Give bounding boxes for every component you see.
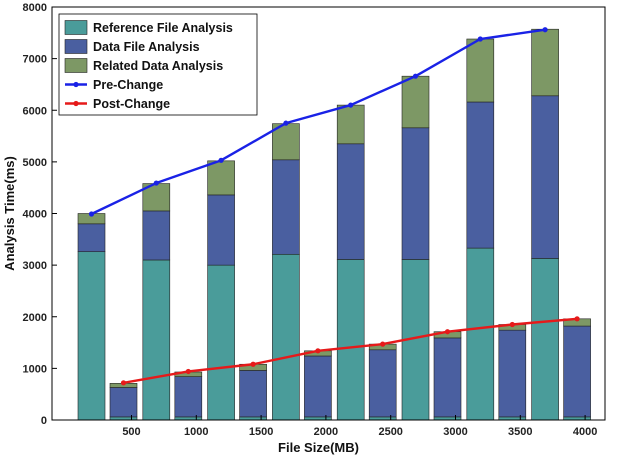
point-pre-change-7: [477, 36, 483, 42]
point-post-change-3: [250, 361, 256, 367]
legend-label: Pre-Change: [93, 78, 163, 92]
x-tick-label: 4000: [573, 426, 597, 438]
point-post-change-7: [509, 321, 515, 328]
point-pre-change-6: [412, 73, 419, 79]
bar-post-group4-series2: [304, 355, 332, 418]
bar-post-group7-series2: [498, 329, 527, 418]
point-post-change-8: [574, 316, 580, 322]
point-pre-change-3: [218, 157, 224, 163]
point-post-change-2: [185, 368, 191, 375]
point-pre-change-1: [88, 211, 95, 217]
point-post-change-5: [380, 341, 386, 347]
bar-post-group3-series2: [239, 370, 267, 418]
legend-marker-1: [73, 81, 79, 88]
legend-swatch-series3: [64, 58, 88, 73]
y-tick-label: 5000: [23, 157, 47, 169]
bar-pre-group8-series2: [531, 95, 559, 259]
point-pre-change-8: [542, 27, 548, 33]
legend-label: Post-Change: [93, 97, 170, 111]
bar-post-group6-series2: [433, 337, 462, 418]
bar-pre-group5-series2: [336, 143, 365, 260]
bar-pre-group8-series3: [531, 28, 559, 97]
x-tick-label: 3000: [443, 426, 467, 438]
y-tick-label: 0: [41, 415, 47, 427]
point-pre-change-4: [283, 120, 289, 126]
x-tick-label: 1000: [184, 426, 208, 438]
bar-pre-group3-series2: [207, 194, 235, 266]
bar-post-group1-series2: [109, 387, 138, 418]
legend-swatch-series1: [64, 20, 88, 35]
x-tick-label: 3500: [508, 426, 532, 438]
y-tick-label: 6000: [23, 105, 47, 117]
bar-pre-group7-series3: [466, 38, 495, 103]
legend-marker-2: [73, 100, 79, 107]
bar-pre-group3-series1: [207, 264, 235, 421]
bar-post-group2-series2: [174, 376, 203, 418]
bar-post-group5-series2: [368, 349, 397, 418]
x-tick-label: 2500: [378, 426, 402, 438]
bar-pre-group7-series1: [466, 247, 495, 421]
x-axis-title: File Size(MB): [278, 440, 359, 455]
bar-pre-group2-series2: [142, 210, 171, 261]
y-tick-label: 2000: [23, 312, 47, 324]
bar-pre-group4-series2: [272, 159, 300, 255]
bar-pre-group2-series1: [142, 259, 171, 421]
legend-box: [58, 13, 258, 116]
bar-pre-group4-series1: [272, 253, 300, 421]
line-pre-change: [90, 28, 546, 216]
bar-pre-group5-series1: [336, 259, 365, 421]
y-tick-label: 1000: [23, 363, 47, 375]
legend-label: Related Data Analysis: [93, 59, 223, 73]
bar-post-group8-series2: [563, 325, 591, 418]
point-post-change-1: [120, 380, 127, 386]
bar-pre-group7-series2: [466, 101, 495, 249]
y-tick-label: 4000: [23, 209, 47, 221]
point-post-change-4: [315, 348, 321, 354]
line-post-change: [123, 317, 578, 385]
bar-pre-group1-series2: [77, 223, 106, 253]
x-tick-label: 1500: [249, 426, 273, 438]
legend-label: Data File Analysis: [93, 40, 200, 54]
y-axis-title: Analysis Time(ms): [2, 156, 17, 271]
x-tick-label: 500: [122, 426, 140, 438]
bar-pre-group5-series3: [336, 104, 365, 145]
bar-pre-group6-series2: [401, 127, 430, 260]
x-tick-label: 2000: [314, 426, 338, 438]
y-tick-label: 3000: [23, 260, 47, 272]
bar-pre-group2-series3: [142, 183, 171, 212]
bar-pre-group8-series1: [531, 258, 559, 421]
legend: Reference File Analysis Data File Analysi…: [58, 13, 258, 116]
point-post-change-6: [444, 329, 451, 335]
bar-pre-group1-series1: [77, 251, 106, 421]
legend-label: Reference File Analysis: [93, 21, 233, 35]
bar-pre-group3-series3: [207, 160, 235, 196]
bar-pre-group6-series3: [401, 75, 430, 129]
y-tick-label: 7000: [23, 54, 47, 66]
point-pre-change-5: [348, 102, 354, 108]
legend-swatch-series2: [64, 39, 88, 54]
point-pre-change-2: [153, 180, 159, 186]
y-tick-label: 8000: [23, 2, 47, 14]
